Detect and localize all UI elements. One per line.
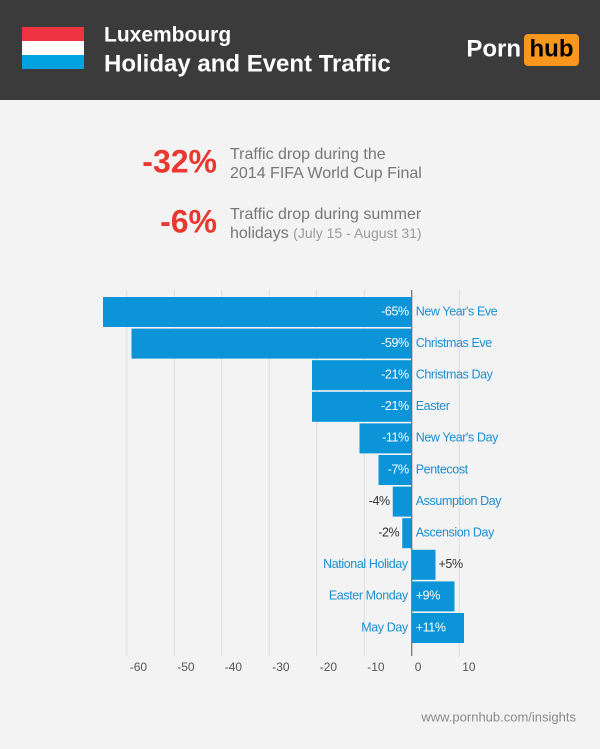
x-tick-label: 0 [415, 660, 422, 674]
category-label: Christmas Eve [416, 336, 493, 350]
bar [392, 486, 412, 517]
x-tick-label: -20 [320, 660, 338, 674]
value-label: -4% [369, 494, 390, 508]
bar [312, 391, 412, 422]
logo-box [524, 34, 579, 66]
flag [22, 27, 84, 69]
stat-text: Traffic drop during summer [230, 206, 422, 223]
bar [411, 549, 436, 580]
logo-text: Porn [466, 35, 521, 62]
category-label: Easter [416, 399, 450, 413]
category-label: Christmas Day [416, 367, 494, 381]
header-title: Luxembourg [104, 24, 231, 47]
x-tick-label: -50 [177, 660, 195, 674]
value-label: -59% [381, 336, 409, 350]
x-tick-label: -40 [225, 660, 243, 674]
value-label: -21% [381, 367, 409, 381]
bar [411, 613, 464, 643]
logo-text: hub [530, 35, 574, 62]
category-label: New Year's Day [416, 431, 499, 445]
x-tick-label: -30 [272, 660, 290, 674]
value-label: -21% [381, 399, 409, 413]
stat-value: -6% [160, 203, 217, 239]
category-label: New Year's Eve [416, 304, 498, 318]
bar [312, 360, 412, 391]
bar [359, 423, 412, 454]
stat-note: (July 15 - August 31) [293, 225, 421, 241]
bar [131, 328, 412, 359]
header-subtitle: Holiday and Event Traffic [104, 50, 391, 77]
category-label: National Holiday [323, 557, 409, 571]
value-label: -65% [381, 304, 409, 318]
bar [103, 297, 412, 327]
value-label: -2% [378, 525, 399, 539]
footer-url: www.pornhub.com/insights [420, 709, 576, 724]
flag-stripe [22, 27, 84, 41]
value-label: +11% [416, 620, 446, 634]
category-label: Ascension Day [416, 525, 495, 539]
category-label: Assumption Day [416, 494, 503, 508]
x-tick-label: -10 [367, 660, 385, 674]
category-label: Easter Monday [329, 589, 409, 603]
flag-stripe [22, 41, 84, 55]
value-label: +5% [439, 557, 463, 571]
category-label: Pentecost [416, 462, 469, 476]
value-label: -7% [388, 462, 409, 476]
stat-value: -32% [142, 143, 217, 179]
x-tick-label: -60 [130, 660, 148, 674]
x-tick-label: 10 [462, 660, 476, 674]
stat-text: 2014 FIFA World Cup Final [230, 165, 422, 182]
value-label: -11% [382, 431, 409, 445]
stat-text: holidays (July 15 - August 31) [230, 225, 422, 243]
stat-text: holidays [230, 225, 289, 242]
header-bar [0, 0, 600, 100]
bar [378, 455, 412, 485]
value-label: +9% [416, 589, 440, 603]
stat-text: Traffic drop during the [230, 146, 386, 163]
category-label: May Day [361, 620, 409, 634]
flag-stripe [22, 55, 84, 69]
bar [402, 518, 412, 549]
bar [411, 581, 455, 612]
